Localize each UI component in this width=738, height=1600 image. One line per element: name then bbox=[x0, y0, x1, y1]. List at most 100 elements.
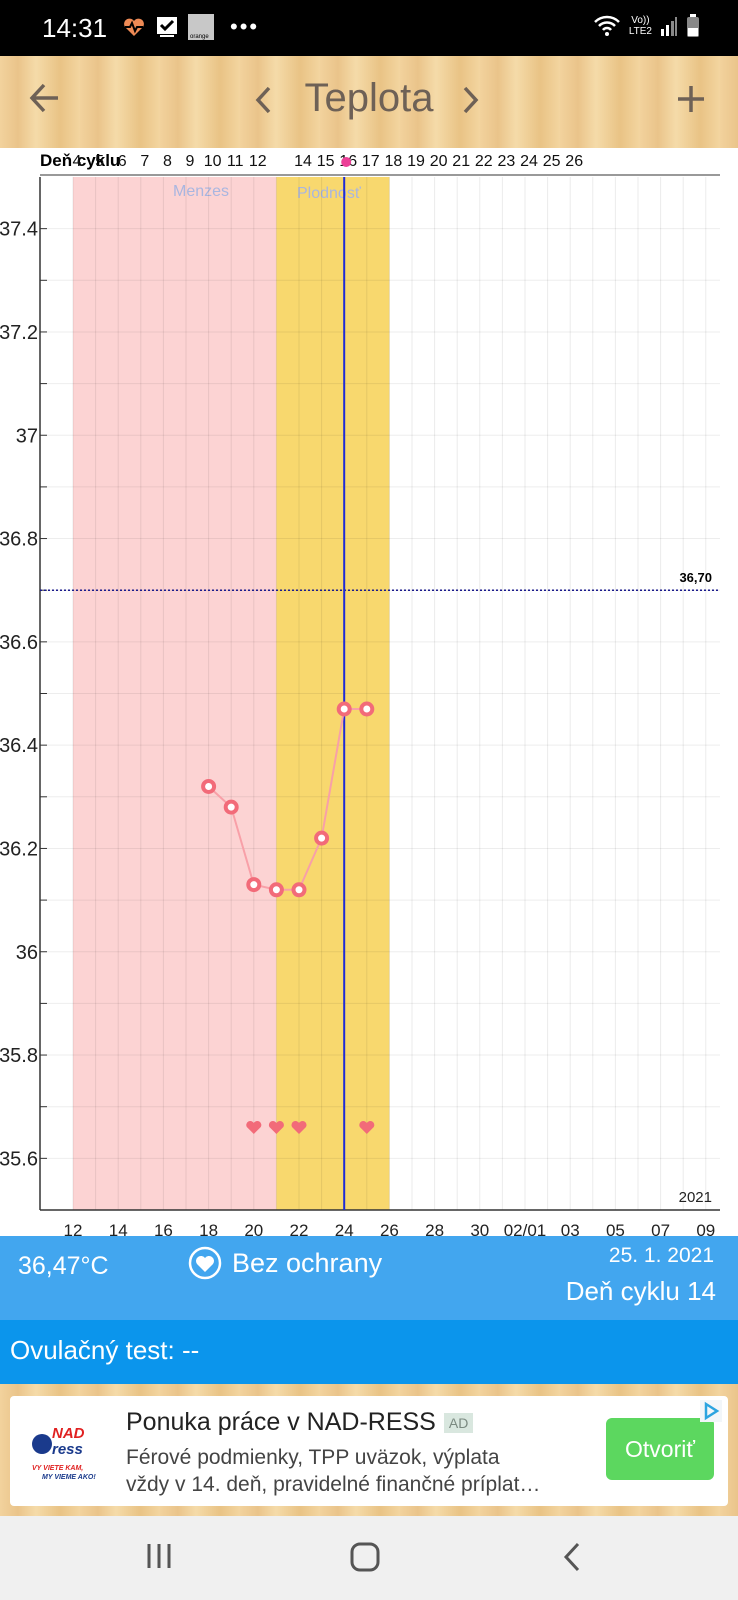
cycle-day-label: 5 bbox=[95, 153, 104, 170]
previous-chevron-icon[interactable] bbox=[254, 84, 274, 116]
checkbox-icon bbox=[157, 17, 177, 37]
temperature-point bbox=[268, 882, 284, 898]
notification-icons: orange ••• bbox=[122, 14, 259, 40]
x-date-label: 16 bbox=[154, 1221, 173, 1236]
network-label: Vo)) LTE2 bbox=[628, 15, 652, 37]
x-date-label: 22 bbox=[290, 1221, 309, 1236]
cycle-day-label: 23 bbox=[498, 153, 516, 170]
heart-circle-icon bbox=[188, 1246, 222, 1280]
cycle-day-label: 15 bbox=[317, 153, 335, 170]
svg-text:VY VIETE KAM,: VY VIETE KAM, bbox=[32, 1465, 83, 1472]
x-date-label: 28 bbox=[425, 1221, 444, 1236]
ad-area: NAD ress VY VIETE KAM, MY VIEME AKO! Pon… bbox=[0, 1384, 738, 1516]
cycle-day-label: 22 bbox=[475, 153, 493, 170]
cycle-day-label: 7 bbox=[140, 153, 149, 170]
x-date-label: 05 bbox=[606, 1221, 625, 1236]
cycle-day-label: 25 bbox=[543, 153, 561, 170]
y-tick-label: 37.2 bbox=[0, 322, 38, 344]
y-tick-label: 35.6 bbox=[0, 1148, 38, 1170]
cycle-day-label: 14 bbox=[294, 153, 312, 170]
cycle-day-label: 10 bbox=[204, 153, 222, 170]
cycle-axis-title: Deň cyklu bbox=[40, 151, 120, 170]
y-tick-label: 36.2 bbox=[0, 838, 38, 860]
x-date-label: 09 bbox=[696, 1221, 715, 1236]
app-bar: Teplota bbox=[0, 56, 738, 148]
x-date-label: 24 bbox=[335, 1221, 354, 1236]
more-dots-icon: ••• bbox=[230, 14, 260, 39]
y-tick-label: 36.4 bbox=[0, 735, 38, 757]
svg-text:orange: orange bbox=[190, 34, 209, 40]
back-arrow-icon[interactable] bbox=[28, 78, 62, 118]
y-tick-label: 37.4 bbox=[0, 219, 38, 241]
wifi-icon bbox=[593, 15, 620, 36]
advertiser-logo: NAD ress VY VIETE KAM, MY VIEME AKO! bbox=[32, 1425, 96, 1481]
ad-choices-icon[interactable] bbox=[700, 1400, 722, 1422]
y-tick-label: 36.8 bbox=[0, 529, 38, 551]
cycle-day-label: 11 bbox=[227, 153, 244, 170]
x-date-label: 12 bbox=[64, 1221, 83, 1236]
y-tick-label: 36 bbox=[16, 942, 38, 964]
add-plus-icon[interactable] bbox=[676, 84, 706, 114]
recent-apps-icon[interactable] bbox=[146, 1542, 172, 1570]
temperature-point bbox=[336, 701, 352, 717]
temperature-chart[interactable]: Menzes Plodnosť 37.4 37.2 37 36.8 36.6 36.4 36.2… bbox=[0, 148, 738, 1240]
temperature-point bbox=[246, 877, 262, 893]
temperature-point bbox=[201, 778, 217, 794]
signal-icon bbox=[661, 17, 677, 36]
y-tick-label: 36.6 bbox=[0, 632, 38, 654]
temperature-value: 36,47°C bbox=[18, 1252, 109, 1280]
cycle-day-label: 8 bbox=[163, 153, 172, 170]
cycle-day-label: 18 bbox=[385, 153, 403, 170]
ovulation-test-row[interactable]: Ovulačný test: -- bbox=[0, 1320, 738, 1384]
intercourse-heart-icon bbox=[291, 1120, 307, 1134]
menses-band bbox=[73, 177, 277, 1210]
cycle-day-label: 24 bbox=[520, 153, 538, 170]
coverline-label: 36,70 bbox=[679, 570, 712, 585]
protection-label: Bez ochrany bbox=[232, 1247, 383, 1278]
temperature-point bbox=[223, 799, 239, 815]
cycle-day-label: 26 bbox=[565, 153, 583, 170]
info-bar: 36,47°C Bez ochrany 25. 1. 2021 Deň cykl… bbox=[0, 1236, 738, 1320]
orange-icon: orange bbox=[188, 14, 214, 40]
menses-label: Menzes bbox=[173, 183, 229, 200]
cycle-day-label: 9 bbox=[186, 153, 195, 170]
x-date-label: 07 bbox=[651, 1221, 670, 1236]
svg-text:MY VIEME AKO!: MY VIEME AKO! bbox=[42, 1474, 96, 1481]
intercourse-heart-icon bbox=[359, 1120, 375, 1134]
protection-status[interactable]: Bez ochrany bbox=[188, 1246, 382, 1280]
x-date-label: 20 bbox=[244, 1221, 263, 1236]
page-title: Teplota bbox=[304, 76, 434, 120]
x-date-label: 03 bbox=[561, 1221, 580, 1236]
today-dot-icon bbox=[341, 157, 352, 167]
chart-svg[interactable]: Menzes Plodnosť 37.4 37.2 37 36.8 36.6 36.4 36.2… bbox=[0, 148, 738, 1240]
y-tick-label: 37 bbox=[16, 425, 38, 447]
system-nav-bar bbox=[0, 1516, 738, 1600]
intercourse-heart-icon bbox=[246, 1120, 262, 1134]
battery-icon bbox=[687, 14, 699, 37]
ad-open-button[interactable]: Otvoriť bbox=[606, 1418, 714, 1480]
home-icon[interactable] bbox=[350, 1542, 380, 1572]
system-icons: Vo)) LTE2 bbox=[593, 14, 700, 38]
ad-body: Férové podmienky, TPP uväzok, výplata vž… bbox=[126, 1446, 541, 1496]
temperature-point bbox=[359, 701, 375, 717]
next-chevron-icon[interactable] bbox=[460, 84, 480, 116]
ad-banner[interactable]: NAD ress VY VIETE KAM, MY VIEME AKO! Pon… bbox=[10, 1396, 728, 1506]
cycle-day-label: 21 bbox=[452, 153, 470, 170]
fertility-label: Plodnosť bbox=[297, 185, 362, 202]
selected-date: 25. 1. 2021 bbox=[608, 1244, 714, 1267]
ad-badge: AD bbox=[443, 1413, 474, 1434]
temperature-point bbox=[314, 830, 330, 846]
temperature-line bbox=[207, 707, 367, 891]
ad-title: Ponuka práce v NAD-RESS bbox=[126, 1408, 436, 1436]
intercourse-heart-icon bbox=[268, 1120, 284, 1134]
cycle-day: Deň cyklu 14 bbox=[565, 1276, 716, 1306]
heart-pulse-icon bbox=[124, 18, 144, 36]
ovulation-test-label: Ovulačný test: -- bbox=[10, 1335, 200, 1365]
y-tick-label: 35.8 bbox=[0, 1045, 38, 1067]
x-date-label: 30 bbox=[470, 1221, 489, 1236]
cycle-day-label: 20 bbox=[430, 153, 448, 170]
x-date-label: 14 bbox=[109, 1221, 128, 1236]
status-time: 14:31 bbox=[42, 13, 108, 43]
system-back-icon[interactable] bbox=[562, 1542, 582, 1572]
cycle-day-label: 19 bbox=[407, 153, 425, 170]
